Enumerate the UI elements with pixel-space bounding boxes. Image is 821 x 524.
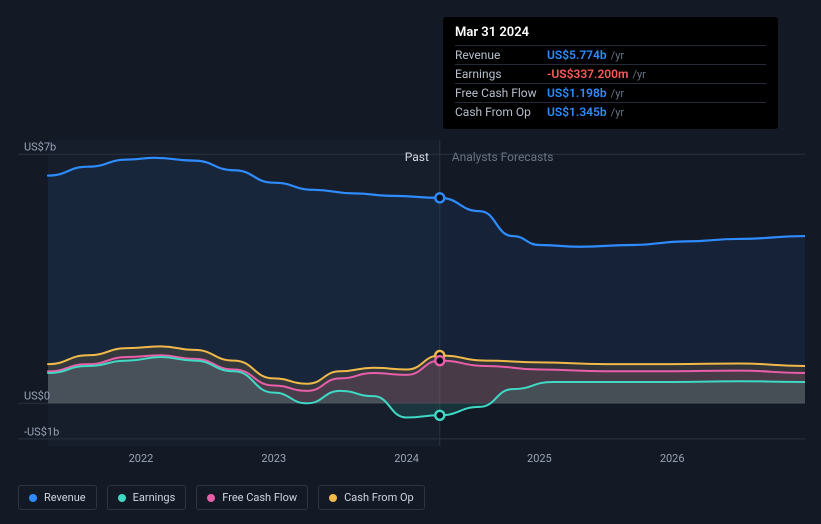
legend-dot-icon bbox=[329, 494, 337, 502]
past-section-label: Past bbox=[405, 150, 429, 164]
data-tooltip: Mar 31 2024 RevenueUS$5.774b/yrEarnings-… bbox=[443, 17, 778, 129]
tooltip-row: Earnings-US$337.200m/yr bbox=[455, 64, 766, 83]
tooltip-row: Cash From OpUS$1.345b/yr bbox=[455, 102, 766, 121]
legend-item[interactable]: Free Cash Flow bbox=[196, 485, 308, 510]
legend-item[interactable]: Revenue bbox=[18, 485, 97, 510]
tooltip-date: Mar 31 2024 bbox=[455, 25, 766, 45]
chart-legend: Revenue Earnings Free Cash Flow Cash From O… bbox=[18, 485, 425, 510]
legend-item[interactable]: Earnings bbox=[107, 485, 187, 510]
x-axis-label: 2025 bbox=[527, 452, 552, 465]
forecast-section-label: Analysts Forecasts bbox=[452, 150, 554, 164]
tooltip-row-unit: /yr bbox=[611, 49, 624, 62]
tooltip-row-unit: /yr bbox=[611, 87, 624, 100]
legend-label: Cash From Op bbox=[344, 491, 414, 504]
legend-label: Free Cash Flow bbox=[222, 491, 297, 504]
x-axis-label: 2024 bbox=[394, 452, 419, 465]
legend-item[interactable]: Cash From Op bbox=[318, 485, 425, 510]
tooltip-row-unit: /yr bbox=[611, 106, 624, 119]
y-axis-label: -US$1b bbox=[24, 425, 59, 438]
y-axis-label: US$0 bbox=[24, 390, 50, 403]
tooltip-row: RevenueUS$5.774b/yr bbox=[455, 45, 766, 64]
tooltip-row-value: US$1.198b bbox=[547, 86, 607, 100]
x-axis-label: 2023 bbox=[261, 452, 286, 465]
legend-label: Revenue bbox=[44, 491, 86, 504]
y-axis-label: US$7b bbox=[24, 141, 56, 154]
legend-label: Earnings bbox=[133, 491, 176, 504]
legend-dot-icon bbox=[29, 494, 37, 502]
tooltip-row-label: Earnings bbox=[455, 67, 547, 81]
tooltip-row-value: US$1.345b bbox=[547, 105, 607, 119]
tooltip-row-unit: /yr bbox=[632, 68, 645, 81]
tooltip-row: Free Cash FlowUS$1.198b/yr bbox=[455, 83, 766, 102]
tooltip-row-label: Free Cash Flow bbox=[455, 86, 547, 100]
tooltip-row-value: -US$337.200m bbox=[547, 67, 628, 81]
tooltip-row-label: Revenue bbox=[455, 48, 547, 62]
legend-dot-icon bbox=[207, 494, 215, 502]
legend-dot-icon bbox=[118, 494, 126, 502]
tooltip-row-value: US$5.774b bbox=[547, 48, 607, 62]
x-axis-label: 2026 bbox=[660, 452, 685, 465]
x-axis-label: 2022 bbox=[129, 452, 154, 465]
tooltip-row-label: Cash From Op bbox=[455, 105, 547, 119]
